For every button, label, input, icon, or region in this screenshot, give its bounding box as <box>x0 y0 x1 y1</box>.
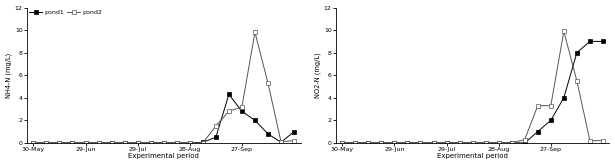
X-axis label: Experimental period: Experimental period <box>129 153 199 159</box>
Line: pond1: pond1 <box>31 93 296 145</box>
pond1 <box>56 142 63 144</box>
pond2 <box>82 142 89 144</box>
Y-axis label: NH4-N (mg/L): NH4-N (mg/L) <box>6 53 12 98</box>
pond2 <box>199 142 207 144</box>
pond1 <box>30 142 37 144</box>
pond2 <box>56 142 63 144</box>
pond2 <box>69 142 76 144</box>
pond1 <box>69 142 76 144</box>
pond2 <box>212 125 220 127</box>
pond2 <box>95 142 102 144</box>
pond2 <box>225 110 232 112</box>
pond1 <box>42 142 50 144</box>
pond1 <box>252 119 259 121</box>
pond2 <box>134 142 141 144</box>
pond1 <box>238 110 245 112</box>
pond2 <box>30 142 37 144</box>
pond2 <box>277 141 285 143</box>
pond1 <box>121 142 129 144</box>
pond1 <box>277 141 285 143</box>
Legend: pond1, pond2: pond1, pond2 <box>28 9 103 17</box>
X-axis label: Experimental period: Experimental period <box>437 153 508 159</box>
pond1 <box>199 141 207 143</box>
pond1 <box>134 142 141 144</box>
pond1 <box>212 136 220 138</box>
pond2 <box>160 142 167 144</box>
pond1 <box>160 142 167 144</box>
pond1 <box>290 131 298 133</box>
pond2 <box>238 106 245 108</box>
pond2 <box>264 82 272 84</box>
pond1 <box>95 142 102 144</box>
pond2 <box>290 140 298 142</box>
Line: pond2: pond2 <box>31 31 296 145</box>
pond2 <box>186 142 194 144</box>
pond2 <box>147 142 154 144</box>
pond1 <box>173 142 180 144</box>
pond2 <box>173 142 180 144</box>
pond1 <box>264 133 272 135</box>
Y-axis label: NO2-N (mg/L): NO2-N (mg/L) <box>314 52 321 98</box>
pond1 <box>82 142 89 144</box>
pond2 <box>42 142 50 144</box>
pond1 <box>108 142 115 144</box>
pond1 <box>147 142 154 144</box>
pond2 <box>108 142 115 144</box>
pond1 <box>225 93 232 95</box>
pond2 <box>252 31 259 33</box>
pond1 <box>186 142 194 144</box>
pond2 <box>121 142 129 144</box>
